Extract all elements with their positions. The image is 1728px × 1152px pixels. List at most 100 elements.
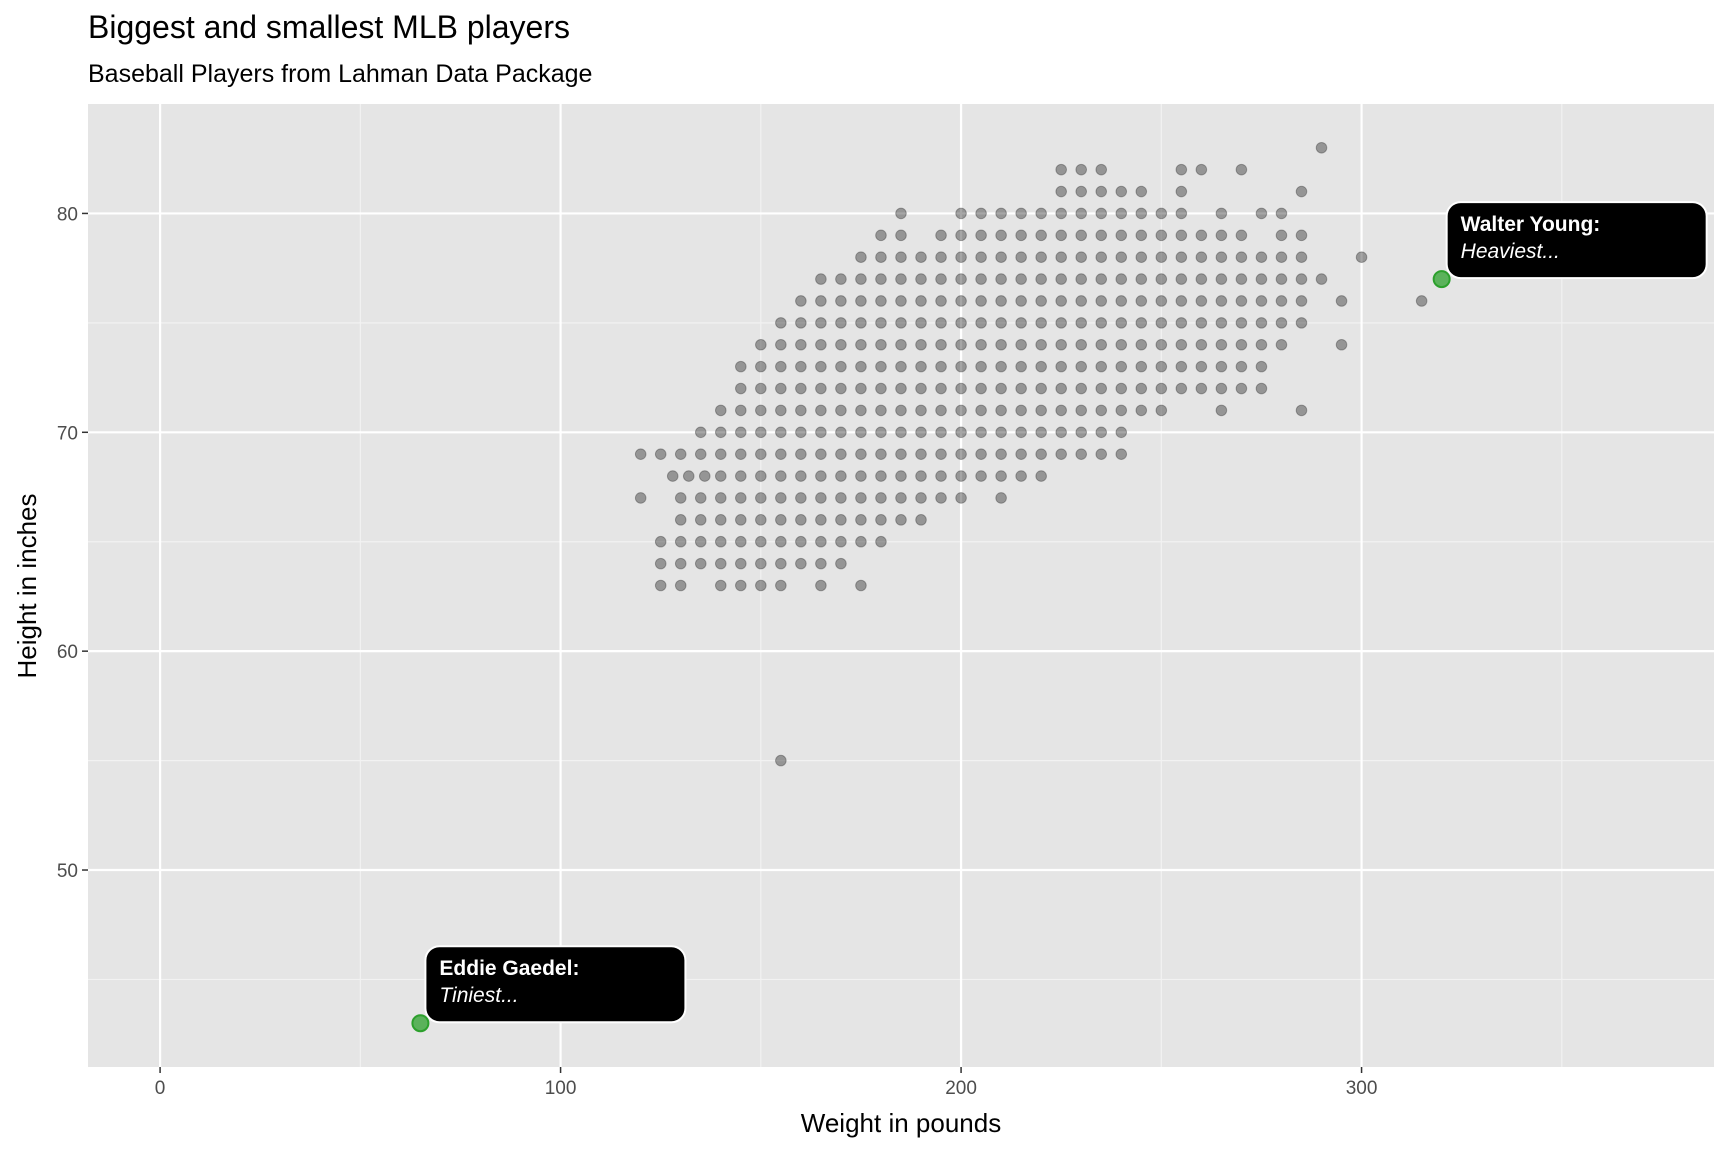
data-point bbox=[674, 448, 687, 460]
data-point bbox=[795, 317, 807, 329]
data-point bbox=[1115, 360, 1128, 373]
data-point bbox=[1295, 295, 1308, 307]
data-point bbox=[775, 579, 787, 592]
data-point bbox=[1135, 185, 1148, 198]
data-point bbox=[755, 448, 767, 460]
data-point bbox=[755, 579, 767, 592]
data-point bbox=[815, 382, 827, 395]
y-tick-label: 50 bbox=[57, 861, 78, 882]
data-point bbox=[1175, 207, 1188, 220]
data-point bbox=[875, 229, 887, 242]
data-point bbox=[1175, 317, 1188, 329]
data-point bbox=[682, 470, 695, 482]
data-point bbox=[975, 360, 987, 373]
data-point bbox=[1095, 273, 1108, 285]
data-point bbox=[955, 317, 967, 329]
data-point bbox=[1095, 426, 1108, 439]
data-point bbox=[995, 229, 1007, 242]
data-point bbox=[915, 514, 927, 526]
data-point bbox=[735, 535, 747, 548]
data-point bbox=[634, 448, 647, 460]
data-point bbox=[694, 514, 707, 526]
data-point bbox=[1235, 229, 1248, 242]
data-point bbox=[795, 338, 807, 351]
data-point bbox=[915, 317, 927, 329]
data-point bbox=[755, 535, 767, 548]
data-point bbox=[1155, 338, 1168, 351]
data-point bbox=[895, 338, 907, 351]
data-point bbox=[1235, 295, 1248, 307]
data-point bbox=[975, 317, 987, 329]
data-point bbox=[1175, 273, 1188, 285]
data-point bbox=[735, 426, 747, 439]
data-point bbox=[1275, 229, 1288, 242]
data-point bbox=[1095, 207, 1108, 220]
data-point bbox=[714, 492, 727, 504]
chart-subtitle: Baseball Players from Lahman Data Packag… bbox=[88, 60, 592, 88]
data-point bbox=[935, 426, 947, 439]
data-points bbox=[634, 141, 1428, 767]
data-point bbox=[915, 338, 927, 351]
data-point bbox=[875, 404, 887, 417]
data-point bbox=[855, 492, 867, 504]
data-point bbox=[674, 535, 687, 548]
data-point bbox=[654, 557, 667, 570]
data-point bbox=[995, 251, 1007, 264]
data-point bbox=[855, 360, 867, 373]
data-point bbox=[875, 382, 887, 395]
data-point bbox=[875, 251, 887, 264]
data-point bbox=[674, 514, 687, 526]
data-point bbox=[815, 295, 827, 307]
annotations: Walter Young: Heaviest... Eddie Gaedel: Tin… bbox=[424, 201, 1708, 1024]
data-point bbox=[735, 448, 747, 460]
data-point bbox=[735, 557, 747, 570]
data-point bbox=[1135, 360, 1148, 373]
data-point bbox=[1175, 251, 1188, 264]
y-axis-title: Height in inches bbox=[12, 494, 42, 679]
data-point bbox=[1235, 251, 1248, 264]
data-point bbox=[1035, 338, 1047, 351]
data-point bbox=[735, 382, 747, 395]
y-axis-ticks: 50 60 70 80 bbox=[57, 204, 88, 882]
data-point bbox=[1015, 229, 1027, 242]
data-point bbox=[775, 754, 787, 767]
data-point bbox=[1035, 229, 1047, 242]
data-point bbox=[1255, 360, 1268, 373]
data-point bbox=[895, 470, 907, 482]
data-point bbox=[1095, 360, 1108, 373]
highlight-points bbox=[411, 270, 1451, 1033]
data-point bbox=[1215, 360, 1228, 373]
data-point bbox=[666, 470, 679, 482]
data-point bbox=[875, 317, 887, 329]
data-point bbox=[795, 295, 807, 307]
data-point bbox=[1175, 229, 1188, 242]
data-point bbox=[735, 404, 747, 417]
data-point bbox=[1115, 273, 1128, 285]
data-point bbox=[714, 404, 727, 417]
data-point bbox=[1115, 448, 1128, 460]
data-point bbox=[955, 207, 967, 220]
data-point bbox=[915, 426, 927, 439]
data-point bbox=[1055, 273, 1067, 285]
data-point bbox=[755, 514, 767, 526]
data-point bbox=[895, 207, 907, 220]
data-point bbox=[1075, 229, 1088, 242]
data-point bbox=[875, 338, 887, 351]
data-point bbox=[895, 514, 907, 526]
highlight-point bbox=[411, 1014, 430, 1033]
data-point bbox=[714, 426, 727, 439]
data-point bbox=[855, 273, 867, 285]
data-point bbox=[935, 382, 947, 395]
data-point bbox=[1295, 251, 1308, 264]
x-axis-title: Weight in pounds bbox=[801, 1108, 1001, 1138]
data-point bbox=[1215, 295, 1228, 307]
data-point bbox=[795, 448, 807, 460]
data-point bbox=[855, 295, 867, 307]
data-point bbox=[935, 360, 947, 373]
data-point bbox=[1035, 448, 1047, 460]
data-point bbox=[1115, 317, 1128, 329]
data-point bbox=[1315, 141, 1328, 154]
data-point bbox=[935, 229, 947, 242]
data-point bbox=[955, 251, 967, 264]
